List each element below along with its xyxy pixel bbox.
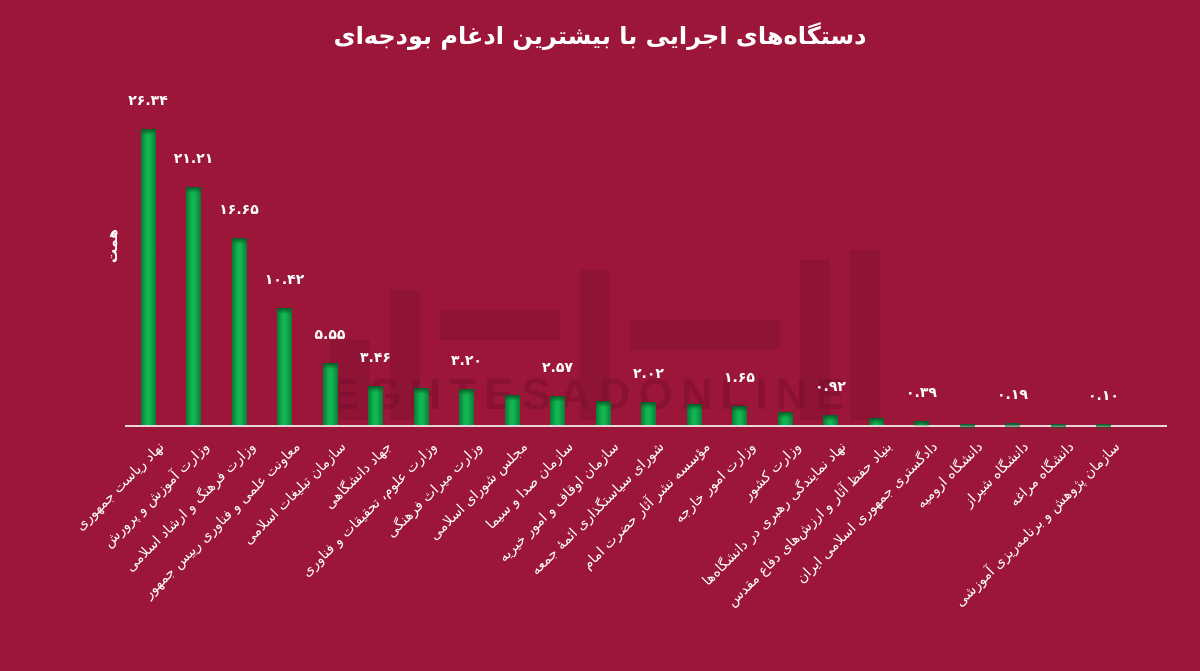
value-label: ۳.۴۶ [360,350,391,367]
value-label: ۲.۰۲ [633,366,664,383]
value-label: ۱۶.۶۵ [219,201,259,218]
category-label: وزارت امور خارجه [671,439,759,527]
chart-title: دستگاه‌های اجرایی با بیشترین ادغام بودجه… [333,22,867,50]
bar [914,420,929,428]
value-label: ۰.۱۰ [1088,387,1119,404]
value-label: ۰.۳۹ [906,384,937,401]
bar [550,396,565,425]
value-label: ۲۱.۲۱ [173,150,214,167]
bar [823,414,838,425]
bar [777,411,793,425]
value-label: ۲۶.۳۴ [128,93,168,109]
bar [140,129,156,425]
value-label: ۳.۲۰ [451,353,482,370]
bar [186,186,201,425]
bar [595,401,611,425]
bar [1005,422,1020,430]
x-axis-baseline [125,425,1167,427]
category-label: بنیاد حفظ آثار و ارزش‌های دفاع مقدس [724,439,896,610]
bar [1050,423,1066,431]
value-label: ۰.۱۹ [997,386,1028,403]
value-label: ۲.۵۷ [542,360,573,377]
bar [868,418,884,425]
bar [231,237,247,425]
value-label: ۱.۶۵ [724,370,755,387]
bar [732,406,747,425]
bar [459,389,474,425]
bar [686,403,702,425]
bar [959,423,975,432]
bar [413,387,429,425]
value-label: ۰.۹۲ [815,378,846,395]
bar [504,394,520,425]
bar [277,307,292,425]
bar [368,386,383,425]
value-label: ۵.۵۵ [314,326,346,343]
bar [641,402,656,425]
value-label: ۱۰.۴۲ [264,271,305,288]
bar [1096,423,1111,431]
bar [322,362,338,425]
category-label: سازمان پژوهش و برنامه‌ریزی آموزشی [951,439,1123,611]
